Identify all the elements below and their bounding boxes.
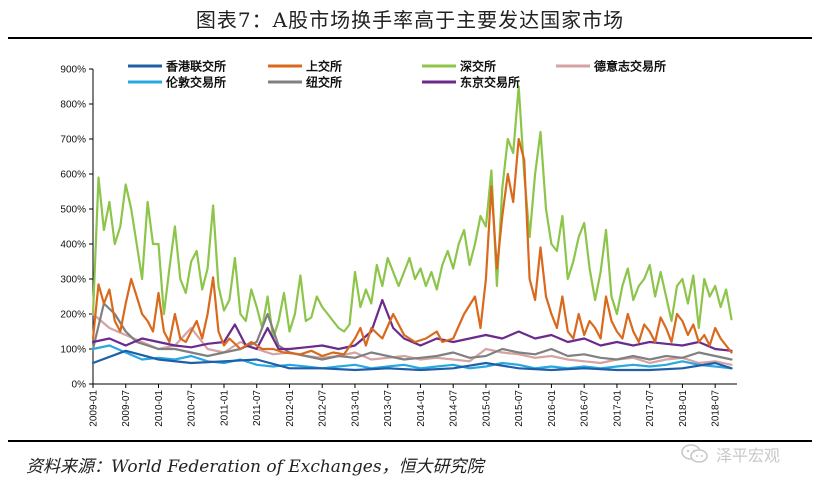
x-tick-label: 2016-07 <box>580 390 591 427</box>
y-tick-label: 400% <box>60 240 86 251</box>
legend-label-tk: 东京交易所 <box>460 75 520 90</box>
series-line-sz <box>91 85 733 340</box>
legend-label-sh: 上交所 <box>306 59 342 74</box>
x-tick-label: 2009-07 <box>121 390 132 427</box>
x-tick-label: 2010-01 <box>154 390 165 427</box>
y-tick-label: 0% <box>72 380 87 391</box>
top-rule <box>8 37 812 39</box>
turnover-chart: 0% 100% 200% 300% 400% 500% 600% 700% 800% 900% 20… <box>60 59 737 427</box>
y-tick-label: 100% <box>60 345 86 356</box>
x-tick-label: 2018-01 <box>678 390 689 427</box>
chart-series <box>91 85 733 372</box>
x-tick-label: 2009-01 <box>89 390 100 427</box>
legend-label-de: 德意志交易所 <box>594 59 666 74</box>
series-line-ldn <box>91 344 733 370</box>
series-line-hk <box>91 349 733 372</box>
x-tick-label: 2016-01 <box>547 390 558 427</box>
page-title: 图表7：A股市场换手率高于主要发达国家市场 <box>195 8 625 32</box>
source-note: 资料来源：World Federation of Exchanges，恒大研究院 <box>26 457 484 477</box>
bottom-rule <box>8 440 812 442</box>
x-tick-label: 2011-01 <box>219 390 230 426</box>
x-tick-label: 2012-01 <box>285 390 296 427</box>
watermark-text: 泽平宏观 <box>716 446 781 465</box>
x-tick-label: 2015-01 <box>481 390 492 427</box>
legend-label-sz: 深交所 <box>460 59 496 74</box>
x-tick-label: 2013-07 <box>383 390 394 427</box>
x-tick-label: 2014-01 <box>416 390 427 427</box>
series-line-ny <box>91 302 733 361</box>
legend-label-hk: 香港联交所 <box>165 59 226 74</box>
x-tick-label: 2011-07 <box>252 390 263 426</box>
y-tick-label: 900% <box>60 65 86 76</box>
x-tick-label: 2014-07 <box>449 390 460 427</box>
y-tick-label: 300% <box>60 275 86 286</box>
y-tick-label: 800% <box>60 100 86 111</box>
y-tick-label: 200% <box>60 310 86 321</box>
y-tick-label: 500% <box>60 205 86 216</box>
x-tick-label: 2012-07 <box>318 390 329 427</box>
wechat-icon <box>681 444 708 463</box>
x-tick-label: 2018-07 <box>711 390 722 427</box>
legend-label-ldn: 伦敦交易所 <box>166 75 226 90</box>
x-tick-label: 2010-07 <box>187 390 198 427</box>
series-line-tk <box>91 298 733 352</box>
x-tick-label: 2013-01 <box>350 390 361 427</box>
watermark: 泽平宏观 <box>680 442 780 466</box>
chart-axes: 0% 100% 200% 300% 400% 500% 600% 700% 800% 900% 20… <box>60 65 737 427</box>
x-tick-label: 2015-07 <box>514 390 525 427</box>
x-tick-label: 2017-01 <box>612 390 623 427</box>
y-tick-label: 700% <box>60 135 86 146</box>
x-tick-label: 2017-07 <box>645 390 656 427</box>
y-tick-label: 600% <box>60 170 86 181</box>
series-line-sh <box>91 137 733 358</box>
legend-label-ny: 纽交所 <box>306 75 342 90</box>
